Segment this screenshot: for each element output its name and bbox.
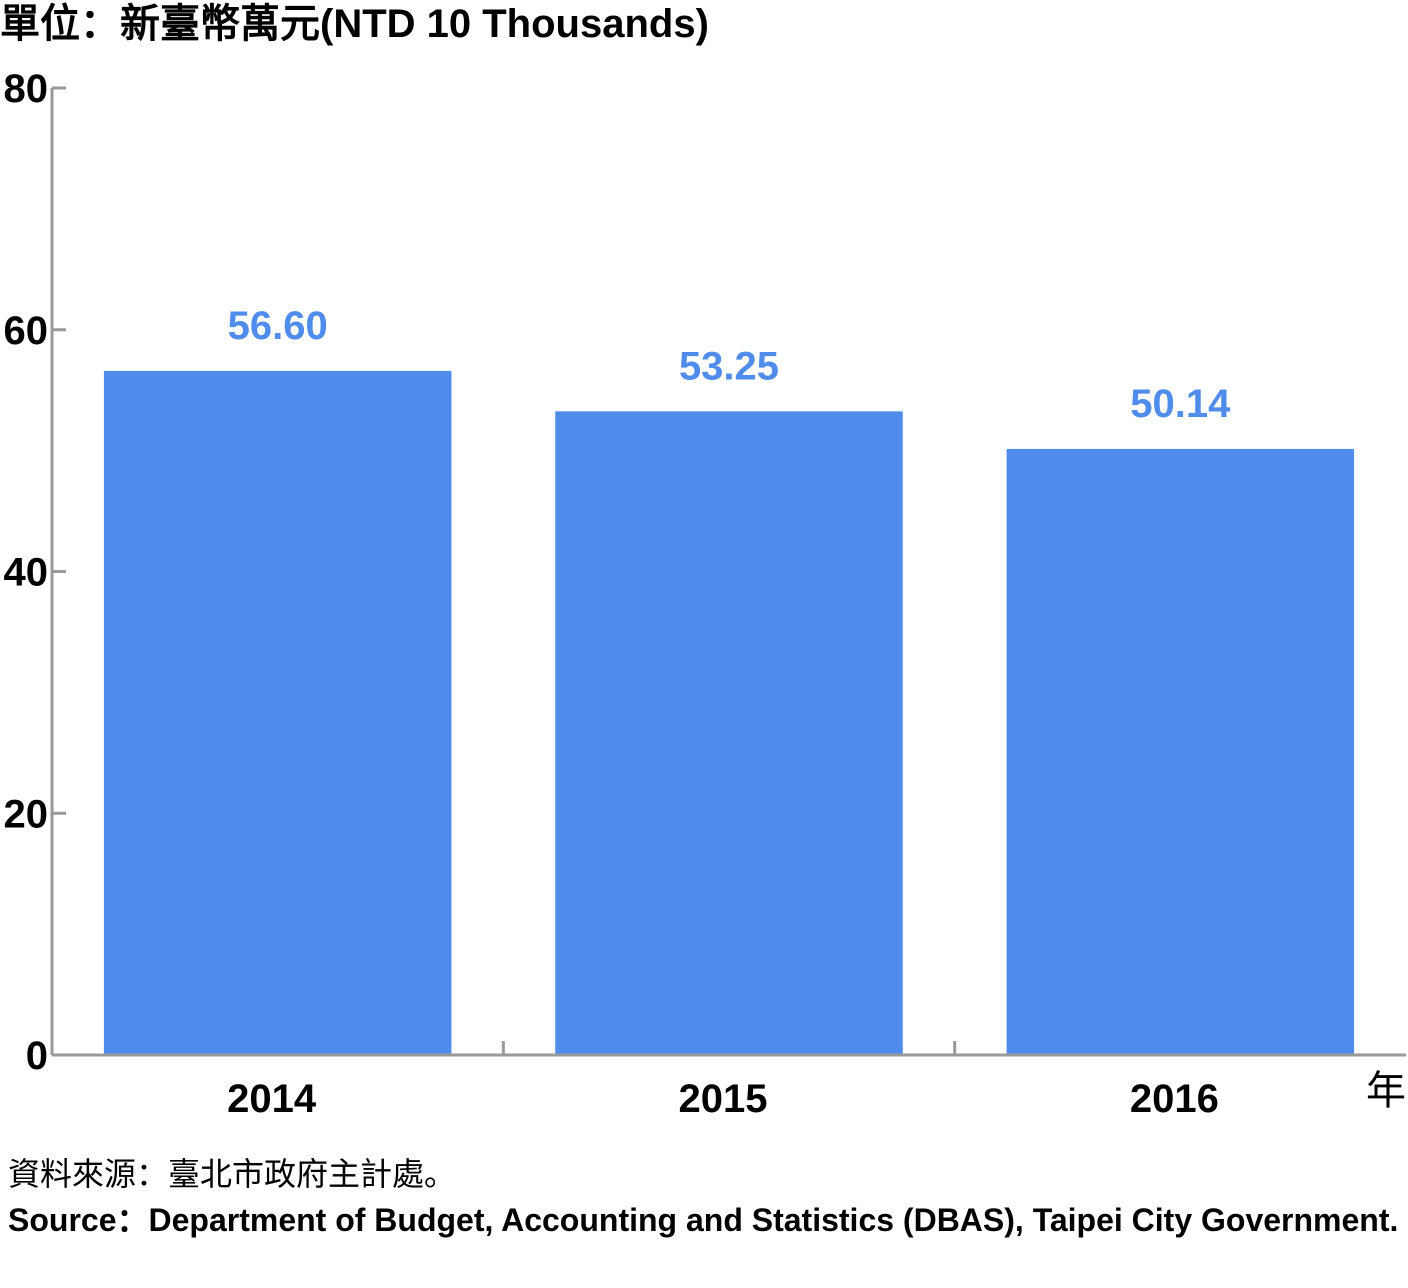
y-tick-label: 40	[4, 551, 49, 595]
source-en-text: Department of Budget, Accounting and Sta…	[148, 1202, 1399, 1238]
x-tick-label: 2016	[1130, 1077, 1219, 1121]
y-axis: 0 20 40 60 80	[4, 67, 66, 1078]
source-en: Source： Department of Budget, Accounting…	[8, 1200, 1404, 1240]
bar-series	[103, 370, 1355, 1054]
bar-value-label: 50.14	[1130, 382, 1231, 426]
source-en-label: Source：	[8, 1202, 149, 1238]
source-note: 資料來源：臺北市政府主計處。 Source： Department of Bud…	[8, 1154, 1404, 1240]
bar-value-label: 56.60	[228, 304, 328, 348]
x-tick-labels: 2014 2015 2016	[227, 1077, 1219, 1121]
x-tick-label: 2015	[679, 1077, 768, 1121]
x-axis-year-suffix: 年	[1366, 1069, 1406, 1113]
bar-chart: 0 20 40 60 80 56.60 53.25 50.14 2014 2015 2016	[4, 67, 1406, 1121]
value-labels: 56.60 53.25 50.14	[228, 304, 1232, 426]
source-zh: 資料來源：臺北市政府主計處。	[8, 1156, 457, 1192]
y-tick-label: 80	[4, 67, 49, 111]
bar	[555, 411, 903, 1054]
y-tick-label: 0	[26, 1034, 48, 1078]
bar	[1006, 448, 1355, 1054]
y-tick-label: 60	[4, 309, 49, 353]
bar-value-label: 53.25	[679, 344, 779, 388]
x-tick-label: 2014	[227, 1077, 317, 1121]
y-tick-label: 20	[4, 792, 49, 836]
bar	[103, 370, 452, 1054]
x-axis	[52, 1041, 1406, 1057]
unit-label: 單位：新臺幣萬元(NTD 10 Thousands)	[0, 2, 709, 46]
